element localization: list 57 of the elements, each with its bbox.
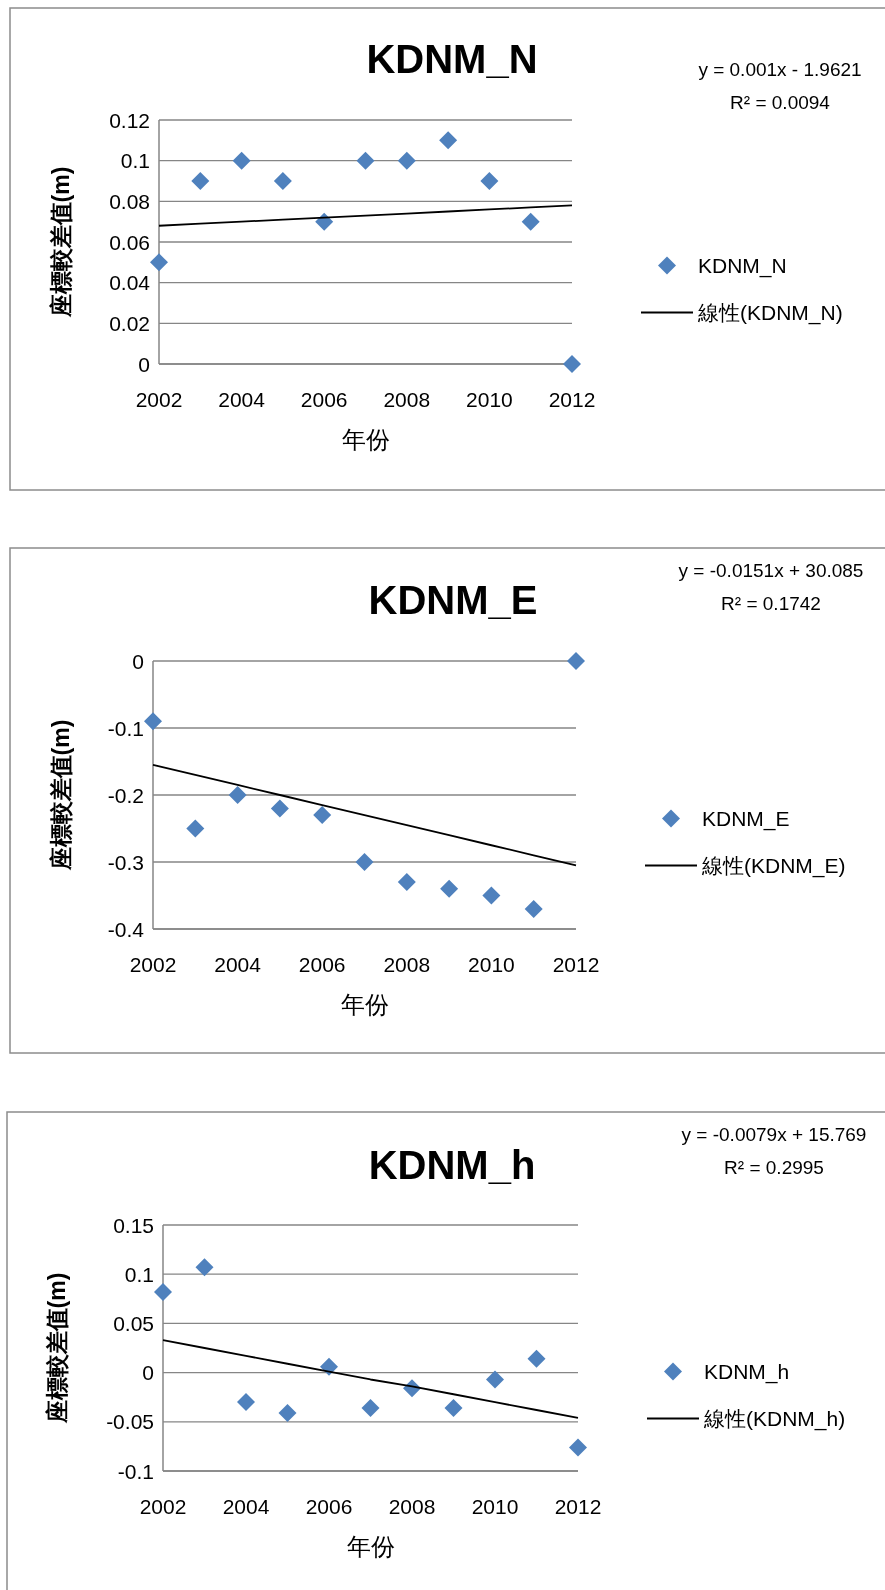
x-label: 年份 [346, 1532, 395, 1560]
annotation: y = 0.001x - 1.9621 [698, 58, 862, 80]
annotation: y = -0.0079x + 15.769 [681, 1123, 867, 1145]
x-tick-label: 2012 [548, 387, 596, 411]
legend-label: 線性(KDNM_E) [702, 854, 846, 877]
x-label: 年份 [341, 425, 390, 453]
y-label: 座標較差值(m) [48, 166, 74, 318]
x-tick-label: 2002 [139, 1494, 187, 1518]
x-tick-label: 2002 [135, 387, 183, 411]
x-tick-label: 2006 [298, 952, 346, 976]
legend-label: KDNM_E [702, 807, 790, 830]
x-tick-label: 2010 [466, 387, 513, 411]
x-tick-label: 2008 [388, 1494, 436, 1518]
legend-label: KDNM_N [698, 254, 787, 277]
x-tick-label: 2010 [471, 1494, 519, 1518]
title: KDNM_E [368, 578, 538, 622]
title: KDNM_N [366, 37, 538, 81]
y-tick-label: 0.02 [109, 311, 150, 335]
x-tick-label: 2006 [300, 387, 348, 411]
title: KDNM_h [368, 1143, 536, 1187]
y-tick-label: -0.2 [107, 783, 144, 807]
x-tick-label: 2012 [552, 952, 600, 976]
y-tick-label: -0.4 [107, 917, 144, 941]
x-tick-label: 2012 [554, 1494, 602, 1518]
y-label: 座標較差值(m) [48, 719, 74, 871]
annotation: R² = 0.1742 [721, 592, 821, 614]
x-tick-label: 2008 [383, 952, 431, 976]
x-tick-label: 2008 [383, 387, 431, 411]
y-tick-label: 0.08 [109, 189, 150, 213]
y-tick-label: 0.15 [113, 1213, 154, 1237]
y-label: 座標較差值(m) [44, 1272, 70, 1424]
y-tick-label: 0.04 [109, 271, 150, 295]
y-tick-label: 0.05 [113, 1311, 154, 1335]
y-tick-label: 0.12 [109, 108, 150, 132]
legend-label: KDNM_h [704, 1360, 790, 1383]
annotation: R² = 0.0094 [730, 91, 830, 113]
x-tick-label: 2002 [129, 952, 177, 976]
y-tick-label: 0 [138, 352, 150, 376]
y-tick-label: 0 [132, 649, 144, 673]
y-tick-label: -0.1 [107, 716, 144, 740]
x-tick-label: 2004 [214, 952, 261, 976]
annotation: y = -0.0151x + 30.085 [678, 559, 864, 581]
y-tick-label: 0 [142, 1361, 154, 1385]
x-tick-label: 2006 [305, 1494, 353, 1518]
y-tick-label: -0.3 [107, 850, 144, 874]
x-label: 年份 [340, 990, 389, 1018]
x-tick-label: 2004 [218, 387, 265, 411]
annotation: R² = 0.2995 [724, 1156, 824, 1178]
y-tick-label: -0.05 [106, 1410, 154, 1434]
y-tick-label: 0.1 [120, 149, 150, 173]
legend-label: 線性(KDNM_N) [698, 301, 843, 324]
legend-label: 線性(KDNM_h) [704, 1407, 846, 1430]
y-tick-label: 0.06 [109, 230, 150, 254]
y-tick-label: -0.1 [117, 1459, 154, 1483]
y-tick-label: 0.1 [124, 1262, 154, 1286]
x-tick-label: 2004 [222, 1494, 270, 1518]
x-tick-label: 2010 [468, 952, 515, 976]
